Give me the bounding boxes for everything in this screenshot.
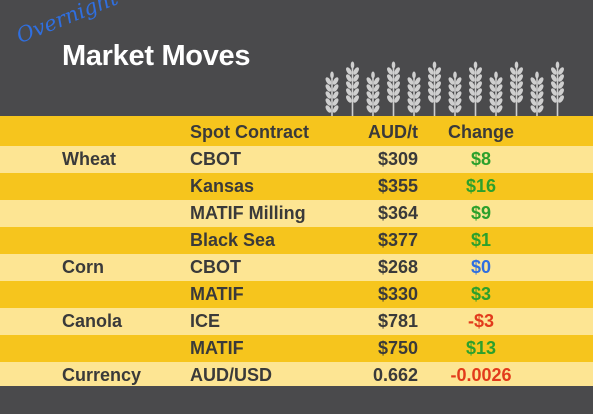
wheat-stalk-icon bbox=[530, 71, 544, 116]
table-row: MATIF $750 $13 bbox=[0, 335, 593, 362]
table-row: Black Sea $377 $1 bbox=[0, 227, 593, 254]
contract-cell: MATIF Milling bbox=[190, 203, 306, 223]
grain-cell: Canola bbox=[62, 311, 123, 331]
header-spot-contract: Spot Contract bbox=[190, 122, 309, 142]
table-top-band bbox=[0, 116, 593, 119]
table-body: Wheat CBOT $309 $8 Kansas $355 $16 MATIF Millin… bbox=[0, 146, 593, 389]
market-table: Spot Contract AUD/t Change Wheat CBOT $309… bbox=[0, 116, 593, 389]
contract-cell: Kansas bbox=[190, 176, 255, 196]
table-header-row: Spot Contract AUD/t Change bbox=[0, 119, 593, 146]
change-cell: $16 bbox=[465, 176, 497, 196]
table-row: Currency AUD/USD 0.662 -0.0026 bbox=[0, 362, 593, 389]
change-cell: -0.0026 bbox=[450, 365, 512, 385]
wheat-stalk-icon bbox=[509, 61, 524, 116]
contract-cell: CBOT bbox=[190, 149, 241, 169]
contract-cell: ICE bbox=[190, 311, 221, 331]
wheat-stalk-icon bbox=[386, 61, 401, 116]
table-row: Kansas $355 $16 bbox=[0, 173, 593, 200]
wheat-stalk-icon bbox=[550, 61, 565, 116]
bottom-band bbox=[0, 386, 593, 414]
grain-cell: Wheat bbox=[62, 149, 116, 169]
contract-cell: MATIF bbox=[190, 338, 244, 358]
change-cell: -$3 bbox=[467, 311, 495, 331]
header-change: Change bbox=[447, 122, 515, 142]
price-cell: $309 bbox=[377, 149, 418, 169]
wheat-stalk-icon bbox=[407, 71, 421, 116]
contract-cell: AUD/USD bbox=[190, 365, 273, 385]
price-cell: $355 bbox=[377, 176, 418, 196]
wheat-stalk-icon bbox=[448, 71, 462, 116]
wheat-stalk-icon bbox=[366, 71, 380, 116]
grain-cell: Corn bbox=[62, 257, 104, 277]
price-cell: $268 bbox=[377, 257, 418, 277]
table-row: Corn CBOT $268 $0 bbox=[0, 254, 593, 281]
page-title: Market Moves bbox=[62, 40, 251, 72]
change-cell: $9 bbox=[470, 203, 492, 223]
price-cell: $781 bbox=[377, 311, 418, 331]
header-aud-per-tonne: AUD/t bbox=[368, 122, 418, 142]
wheat-stalks-icon bbox=[325, 61, 565, 116]
wheat-stalk-icon bbox=[489, 71, 503, 116]
change-cell: $13 bbox=[465, 338, 497, 358]
contract-cell: MATIF bbox=[190, 284, 244, 304]
price-cell: $750 bbox=[377, 338, 418, 358]
price-cell: $330 bbox=[377, 284, 418, 304]
change-cell: $0 bbox=[470, 257, 492, 277]
contract-cell: Black Sea bbox=[190, 230, 276, 250]
table-row: MATIF $330 $3 bbox=[0, 281, 593, 308]
price-cell: $377 bbox=[377, 230, 418, 250]
table-row: Canola ICE $781 -$3 bbox=[0, 308, 593, 335]
table-row: MATIF Milling $364 $9 bbox=[0, 200, 593, 227]
change-cell: $1 bbox=[470, 230, 492, 250]
grain-cell: Currency bbox=[62, 365, 142, 385]
price-cell: 0.662 bbox=[372, 365, 418, 385]
wheat-stalk-icon bbox=[325, 71, 339, 116]
wheat-stalk-icon bbox=[468, 61, 483, 116]
table-row: Wheat CBOT $309 $8 bbox=[0, 146, 593, 173]
contract-cell: CBOT bbox=[190, 257, 241, 277]
wheat-stalk-icon bbox=[427, 61, 442, 116]
wheat-stalk-icon bbox=[345, 61, 360, 116]
header: Overnight Market Moves bbox=[0, 0, 593, 116]
price-cell: $364 bbox=[377, 203, 418, 223]
change-cell: $3 bbox=[470, 284, 492, 304]
change-cell: $8 bbox=[470, 149, 492, 169]
